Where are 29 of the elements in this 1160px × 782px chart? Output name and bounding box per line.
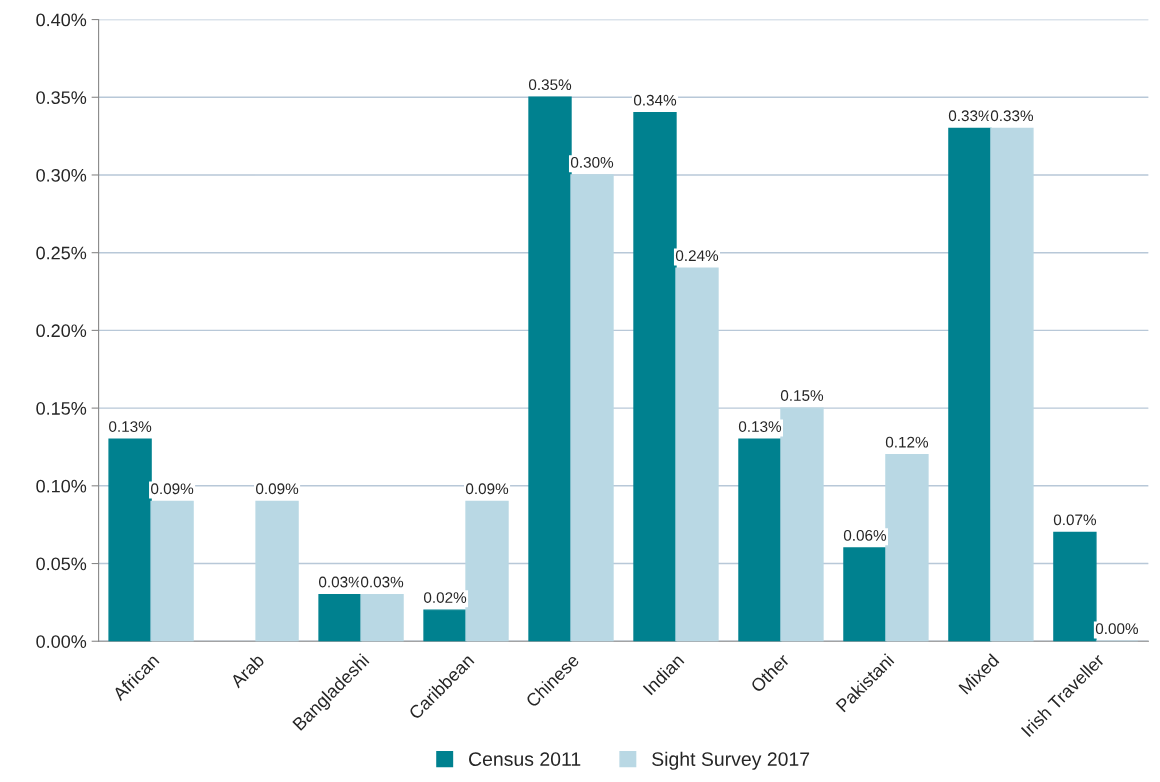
data-label: 0.24% xyxy=(675,250,719,262)
data-label: 0.13% xyxy=(738,421,782,432)
y-tick-label: 0.00% xyxy=(36,635,87,648)
data-label: 0.30% xyxy=(570,156,614,168)
y-tick-label: 0.20% xyxy=(36,324,87,338)
data-label: 0.03% xyxy=(318,576,362,588)
y-tick-label: 0.25% xyxy=(36,246,87,260)
y-tick-label: 0.35% xyxy=(36,91,87,104)
y-tick-label: 0.05% xyxy=(36,557,87,571)
y-tick-label: 0.40% xyxy=(36,13,87,27)
data-label: 0.07% xyxy=(1053,514,1097,526)
data-label: 0.12% xyxy=(885,436,929,448)
data-label: 0.13% xyxy=(109,421,152,432)
y-tick-label: 0.10% xyxy=(36,479,87,493)
data-label: 0.09% xyxy=(151,483,194,495)
legend-label: Sight Survey 2017 xyxy=(652,751,810,770)
data-label: 0.34% xyxy=(633,94,677,106)
data-label: 0.02% xyxy=(423,592,467,603)
data-label: 0.03% xyxy=(360,576,404,588)
data-label: 0.06% xyxy=(843,529,887,541)
data-label: 0.00% xyxy=(1095,623,1139,635)
data-label: 0.09% xyxy=(256,483,299,495)
data-label: 0.35% xyxy=(528,79,572,91)
legend-label: Census 2011 xyxy=(469,752,581,766)
data-label: 0.09% xyxy=(465,483,509,495)
y-tick-label: 0.15% xyxy=(36,402,87,415)
y-tick-label: 0.30% xyxy=(36,168,87,182)
data-label: 0.15% xyxy=(780,390,824,401)
data-label: 0.33% xyxy=(990,110,1034,122)
